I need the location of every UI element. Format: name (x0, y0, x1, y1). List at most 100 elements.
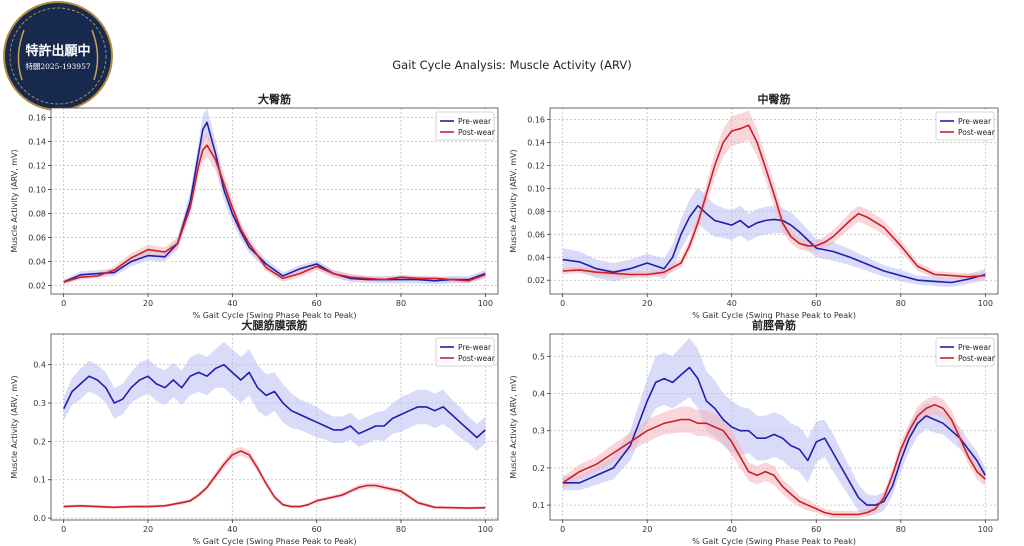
series-line-post (63, 144, 486, 283)
y-tick-label: 0.3 (33, 399, 46, 408)
charts-layer: 0 20 40 60 80 1000.020.040.060.080.100.120.14… (10, 92, 999, 546)
chart-1: 0 20 40 60 80 100 0.02 0.04 0.06 0.08 0.10 0.12 0.14… (10, 92, 499, 320)
plot-frame (50, 107, 499, 295)
x-tick-label: 60 (312, 525, 322, 534)
seal-laurel-left (17, 29, 25, 81)
y-tick-label: 0.0 (33, 514, 46, 523)
y-tick-label: 0.12 (527, 161, 545, 170)
x-tick-label: 0 (61, 299, 66, 308)
x-tick-label: 80 (396, 525, 406, 534)
plot-frame (549, 333, 999, 521)
chart-4: 0 20 40 60 80 100 0.1 0.2 0.3 0.4 0.5 前脛骨筋 % Gait Cy… (509, 318, 999, 546)
x-tick-label: 40 (727, 525, 737, 534)
figure-title: Gait Cycle Analysis: Muscle Activity (AR… (392, 58, 632, 72)
y-axis-label: Muscle Activity (ARV, mV) (10, 375, 19, 478)
legend-entry: Post-wear (458, 354, 496, 363)
chart-title: 中臀筋 (758, 92, 791, 106)
x-tick-label: 80 (396, 299, 406, 308)
y-tick-label: 0.2 (532, 464, 545, 473)
y-tick-label: 0.04 (527, 253, 545, 262)
plot-frame (50, 333, 499, 521)
legend-entry: Pre-wear (458, 117, 492, 126)
y-tick-label: 0.08 (28, 210, 46, 219)
x-tick-label: 80 (896, 299, 906, 308)
series-line-pre (562, 366, 986, 506)
x-tick-label: 0 (61, 525, 66, 534)
x-tick-label: 100 (478, 525, 493, 534)
y-tick-label: 0.02 (527, 276, 545, 285)
chart-3: 0 20 40 60 80 100 0.0 0.1 0.2 0.3 0.4 大腿筋膜張筋 % Gait … (10, 318, 499, 546)
x-tick-label: 60 (811, 299, 821, 308)
y-tick-label: 0.12 (28, 162, 46, 171)
x-tick-label: 0 (560, 299, 565, 308)
x-axis-label: % Gait Cycle (Swing Phase Peak to Peak) (692, 537, 856, 546)
seal-text-main: 特許出願中 (25, 43, 90, 59)
x-tick-label: 100 (978, 299, 993, 308)
y-tick-label: 0.16 (527, 115, 545, 124)
legend-box (935, 111, 995, 141)
y-tick-label: 0.14 (527, 138, 545, 147)
x-tick-label: 40 (227, 299, 237, 308)
y-tick-label: 0.3 (532, 427, 545, 436)
x-tick-label: 20 (642, 525, 652, 534)
legend: Pre-wear Post-wear (935, 337, 996, 367)
y-axis-label: Muscle Activity (ARV, mV) (509, 149, 518, 252)
series-line-post (562, 124, 986, 278)
y-tick-label: 0.16 (28, 114, 46, 123)
x-tick-label: 40 (227, 525, 237, 534)
legend-box (435, 337, 495, 367)
series-band-post (63, 133, 486, 285)
chart-title: 前脛骨筋 (752, 318, 796, 332)
y-tick-label: 0.5 (532, 352, 545, 361)
x-tick-label: 0 (560, 525, 565, 534)
y-tick-label: 0.10 (527, 184, 545, 193)
seal-text-number: 特願2025-193957 (25, 61, 90, 71)
y-tick-label: 0.1 (33, 476, 46, 485)
series-band-post (562, 395, 986, 519)
x-tick-label: 20 (143, 299, 153, 308)
legend-box (435, 111, 495, 141)
y-tick-label: 0.06 (527, 230, 545, 239)
x-tick-label: 80 (896, 525, 906, 534)
legend: Pre-wear Post-wear (435, 337, 496, 367)
seal-laurel-right (91, 29, 99, 81)
y-axis-label: Muscle Activity (ARV, mV) (509, 375, 518, 478)
legend-entry: Post-wear (958, 128, 996, 137)
y-tick-label: 0.08 (527, 207, 545, 216)
series-line-pre (62, 363, 486, 439)
series-line-pre (562, 204, 986, 284)
chart-title: 大腿筋膜張筋 (242, 318, 308, 332)
x-tick-label: 60 (312, 299, 322, 308)
series-line-post (562, 403, 986, 516)
legend-entry: Pre-wear (458, 343, 492, 352)
series-line-post (63, 450, 486, 509)
y-tick-label: 0.2 (33, 437, 46, 446)
x-tick-label: 100 (478, 299, 493, 308)
y-axis-label: Muscle Activity (ARV, mV) (10, 149, 19, 252)
legend-entry: Pre-wear (958, 343, 992, 352)
series-band-pre (63, 341, 486, 451)
plot-frame (549, 107, 999, 295)
chart-2: 0 20 40 60 80 100 0.02 0.04 0.06 0.08 0.10 0.12 0.14… (509, 92, 999, 320)
y-tick-label: 0.4 (33, 361, 46, 370)
x-tick-label: 20 (143, 525, 153, 534)
x-tick-label: 60 (811, 525, 821, 534)
x-tick-label: 100 (978, 525, 993, 534)
legend-entry: Post-wear (458, 128, 496, 137)
y-tick-label: 0.1 (532, 501, 545, 510)
seal-laurel-ring (9, 7, 107, 105)
y-tick-label: 0.4 (532, 390, 545, 399)
patent-seal: 特許出願中 特願2025-193957 (3, 1, 113, 111)
y-tick-label: 0.14 (28, 138, 46, 147)
y-tick-label: 0.04 (28, 258, 46, 267)
legend-box (935, 337, 995, 367)
x-tick-label: 40 (727, 299, 737, 308)
series-line-pre (63, 121, 486, 283)
x-axis-label: % Gait Cycle (Swing Phase Peak to Peak) (193, 311, 357, 320)
chart-title: 大臀筋 (258, 92, 291, 106)
x-tick-label: 20 (642, 299, 652, 308)
y-tick-label: 0.06 (28, 234, 46, 243)
legend: Pre-wear Post-wear (935, 111, 996, 141)
series-band-pre (562, 337, 986, 517)
